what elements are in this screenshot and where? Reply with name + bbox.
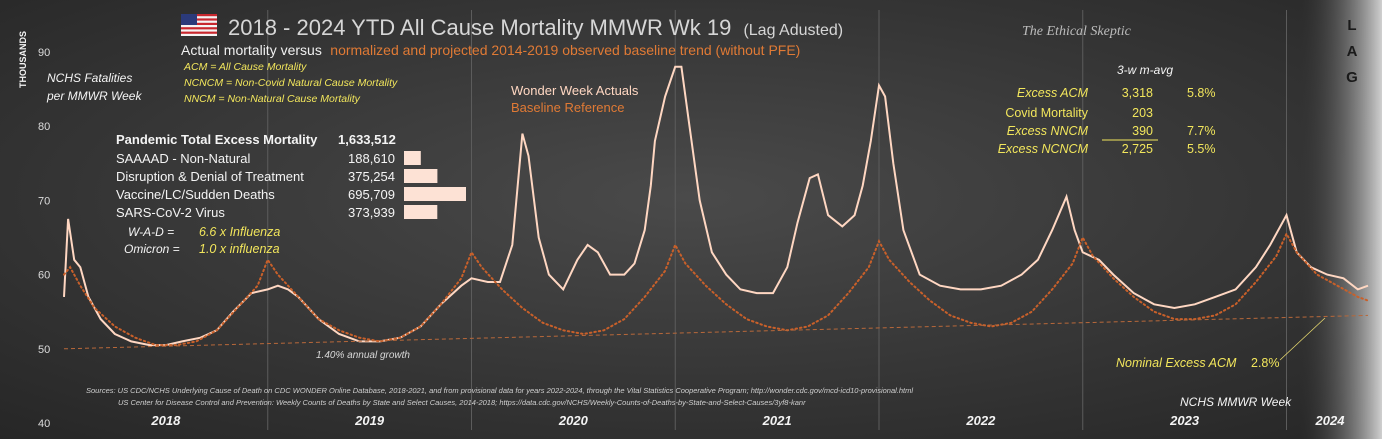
ratio-wad-label: W-A-D = xyxy=(128,225,174,239)
y-tick-label: 70 xyxy=(38,195,50,207)
excess-row-value: 390 xyxy=(1132,124,1153,138)
excess-row-value: 203 xyxy=(1132,106,1153,120)
nominal-excess-label: Nominal Excess ACM xyxy=(1116,356,1237,370)
y-tick-label: 40 xyxy=(38,418,50,430)
pandemic-row-label: SARS-CoV-2 Virus xyxy=(116,205,225,220)
lag-letter-g: G xyxy=(1346,69,1358,86)
excess-row-pct: 5.5% xyxy=(1187,142,1216,156)
pandemic-row-label: Disruption & Denial of Treatment xyxy=(116,169,304,184)
y-tick-label: 80 xyxy=(38,121,50,133)
pandemic-row-label: Vaccine/LC/Sudden Deaths xyxy=(116,187,275,202)
ratio-omicron-value: 1.0 x influenza xyxy=(199,242,280,256)
x-axis-year-labels: 2018 2019 2020 2021 2022 2023 2024 xyxy=(150,413,1345,428)
x-tick-label: 2020 xyxy=(558,413,589,428)
legend-actual: Wonder Week Actuals xyxy=(511,83,639,98)
definition-nncm: NNCM = Non-Natural Cause Mortality xyxy=(184,93,361,105)
excess-row-pct: 5.8% xyxy=(1187,86,1216,100)
ratio-wad-value: 6.6 x Influenza xyxy=(199,225,280,239)
x-tick-label: 2022 xyxy=(965,413,996,428)
excess-header: 3-w m-avg xyxy=(1117,63,1173,77)
source-line-2: US Center for Disease Control and Preven… xyxy=(118,398,806,407)
y-axis-note-line2: per MMWR Week xyxy=(46,89,142,103)
legend-baseline: Baseline Reference xyxy=(511,100,624,115)
excess-bar xyxy=(404,205,438,219)
x-tick-label: 2019 xyxy=(354,413,385,428)
chart-subtitle: Actual mortality versus normalized and p… xyxy=(181,42,800,59)
excess-row-value: 3,318 xyxy=(1122,86,1153,100)
x-tick-label: 2023 xyxy=(1169,413,1200,428)
y-tick-label: 90 xyxy=(38,47,50,59)
excess-row-label: Excess NCNCM xyxy=(998,142,1089,156)
series-line-baseline xyxy=(63,231,1369,347)
series-group xyxy=(63,65,1369,350)
pandemic-row-value: 375,254 xyxy=(348,169,395,184)
series-line-actuals xyxy=(63,65,1369,347)
growth-note: 1.40% annual growth xyxy=(316,350,410,361)
x-axis-title: NCHS MMWR Week xyxy=(1180,395,1292,409)
excess-bar xyxy=(404,151,421,165)
excess-row-label: Covid Mortality xyxy=(1005,106,1088,120)
y-axis-note-line1: NCHS Fatalities xyxy=(47,71,132,85)
lag-letter-l: L xyxy=(1347,17,1356,34)
signature: The Ethical Skeptic xyxy=(1022,24,1132,39)
lag-region xyxy=(1300,0,1382,439)
nominal-excess-value: 2.8% xyxy=(1251,356,1280,370)
excess-bars xyxy=(404,151,466,219)
definition-acm: ACM = All Cause Mortality xyxy=(183,61,307,73)
chart-title: 2018 - 2024 YTD All Cause Mortality MMWR… xyxy=(228,15,843,40)
x-tick-label: 2024 xyxy=(1315,413,1346,428)
x-tick-label: 2018 xyxy=(150,413,181,428)
definition-ncncm: NCNCM = Non-Covid Natural Cause Mortalit… xyxy=(184,77,398,89)
pandemic-row-value: 188,610 xyxy=(348,151,395,166)
us-flag-icon xyxy=(181,14,217,36)
pandemic-header-value: 1,633,512 xyxy=(338,132,396,147)
excess-row-pct: 7.7% xyxy=(1187,124,1216,138)
source-line-1: Sources: US CDC/NCHS Underlying Cause of… xyxy=(86,386,913,395)
excess-row-label: Excess ACM xyxy=(1017,86,1089,100)
excess-row-label: Excess NNCM xyxy=(1007,124,1089,138)
y-axis-ticks: 40 50 60 70 80 90 xyxy=(38,47,50,430)
lag-letter-a: A xyxy=(1347,43,1358,60)
ratio-omicron-label: Omicron = xyxy=(124,242,180,256)
pandemic-header-label: Pandemic Total Excess Mortality xyxy=(116,132,318,147)
pandemic-row-value: 373,939 xyxy=(348,205,395,220)
excess-bar xyxy=(404,187,466,201)
y-axis-title: THOUSANDS xyxy=(18,31,28,88)
series-line-growth-trend xyxy=(63,314,1369,350)
pandemic-row-value: 695,709 xyxy=(348,187,395,202)
y-tick-label: 50 xyxy=(38,344,50,356)
excess-bar xyxy=(404,169,438,183)
gridlines xyxy=(267,10,1287,430)
nominal-excess-pointer xyxy=(1279,317,1326,361)
excess-row-value: 2,725 xyxy=(1122,142,1153,156)
x-tick-label: 2021 xyxy=(762,413,792,428)
pandemic-row-label: SAAAAD - Non-Natural xyxy=(116,151,250,166)
y-tick-label: 60 xyxy=(38,270,50,282)
